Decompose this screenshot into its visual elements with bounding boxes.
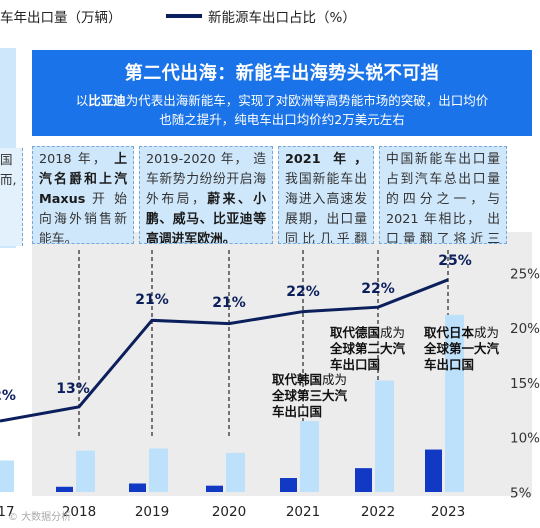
annotation-line: 全球第三大汽 xyxy=(271,388,348,403)
annotation-line: 车出口国 xyxy=(272,404,322,419)
x-tick-label: 2023 xyxy=(431,504,465,520)
watermark: © 大数据分析 xyxy=(8,512,72,523)
note-2019-2020: 2019-2020 年， 造车新势力纷纷开启海外布局，蔚来、小鹏、威马、比亚迪等… xyxy=(139,146,273,244)
line-value-label: 22% xyxy=(286,284,320,300)
legend-bar-label: 车年出口量（万辆） xyxy=(0,10,122,26)
note-text-segment: 2019-2020 年， 造车新势力纷纷开启海外布局， xyxy=(146,152,266,207)
line-value-label: 21% xyxy=(212,295,246,311)
bar-dark xyxy=(206,485,223,492)
line-value-label: 22% xyxy=(361,281,395,297)
note-text-segment: 上汽名爵和上汽Maxus xyxy=(39,152,127,207)
annotation-line: 车出口国 xyxy=(330,357,380,372)
x-tick-label: 2018 xyxy=(62,504,96,520)
annotation-country: 取代韩国 xyxy=(272,372,322,387)
bar-light xyxy=(0,460,14,492)
bar-light xyxy=(445,314,464,492)
annotation-country: 取代日本 xyxy=(424,325,475,340)
bar-dark xyxy=(355,468,372,492)
line-value-label: 13% xyxy=(56,381,90,397)
y-tick-label: 20% xyxy=(510,321,540,337)
bar-light xyxy=(76,450,95,492)
note-text-segment: 蔚来、小鹏、威马、比亚迪等高调进军欧洲。 xyxy=(146,192,267,244)
y-tick-label: 25% xyxy=(510,266,540,282)
x-tick-label: 2022 xyxy=(361,504,395,520)
line-value-label: 25% xyxy=(438,253,472,269)
left-edge-label: 国 xyxy=(0,152,13,167)
bar-dark xyxy=(56,486,73,492)
y-tick-label: 15% xyxy=(510,376,540,392)
bar-dark xyxy=(425,449,442,492)
left-edge-note xyxy=(0,148,23,246)
note-text-segment: 中国新能车出口量占到汽车总出口量的四分之一，与 2021 年相比， 出口量翻了将… xyxy=(386,152,500,244)
annotation-line: 全球第一大汽 xyxy=(423,341,500,356)
annotation-verb: 成为 xyxy=(474,325,499,340)
note-text-segment: 2021 年， xyxy=(285,152,367,167)
line-value-label: 21% xyxy=(135,292,169,308)
note-2018: 2018 年， 上汽名爵和上汽Maxus 开 始 向海外销售新能车。 xyxy=(32,146,134,244)
annotation-line: 车出口国 xyxy=(424,357,474,372)
annotation-line: 取代韩国成为 xyxy=(272,372,347,387)
banner-subtitle-pre: 以 xyxy=(75,93,89,108)
y-tick-label: 10% xyxy=(510,431,540,447)
annotation-verb: 成为 xyxy=(322,372,347,387)
note-text-segment: 开 始 向海外销售新能车。 xyxy=(39,192,127,244)
annotation-line: 全球第二大汽 xyxy=(329,341,406,356)
banner-subtitle: 以比亚迪为代表出海新能车，实现了对欧洲等高势能市场的突破，出口均价也随之提升，纯… xyxy=(70,91,494,129)
banner: 第二代出海：新能车出海势头锐不可挡 以比亚迪为代表出海新能车，实现了对欧洲等高势… xyxy=(32,50,532,136)
left-edge-label: 而, xyxy=(0,172,17,187)
banner-subtitle-bold: 比亚迪 xyxy=(88,93,126,108)
banner-subtitle-post: 为代表出海新能车，实现了对欧洲等高势能市场的突破，出口均价也随之提升，纯电车出口… xyxy=(125,93,489,127)
y-tick-label: 5% xyxy=(510,485,532,501)
x-tick-label: 17 xyxy=(0,504,15,520)
legend-line-swatch xyxy=(166,14,202,18)
bar-light xyxy=(375,380,394,492)
bar-dark xyxy=(280,478,297,492)
note-text-segment: 我国新能车出海进入高速发展期，出口量同比几乎翻倍。 xyxy=(285,172,367,244)
annotation-verb: 成为 xyxy=(380,325,405,340)
note-text-segment: 2018 年， xyxy=(39,152,115,167)
bar-dark xyxy=(129,483,146,492)
line-value-label: 2% xyxy=(0,388,16,404)
bar-light xyxy=(226,452,245,492)
x-tick-label: 2019 xyxy=(135,504,169,520)
x-tick-label: 2021 xyxy=(286,504,320,520)
annotation-line: 取代日本成为 xyxy=(424,325,499,340)
note-2023: 中国新能车出口量占到汽车总出口量的四分之一，与 2021 年相比， 出口量翻了将… xyxy=(379,146,507,244)
x-tick-label: 2020 xyxy=(212,504,246,520)
line-series xyxy=(0,278,449,423)
annotation-country: 取代德国 xyxy=(330,325,380,340)
legend-line-label: 新能源车出口占比（%） xyxy=(208,10,356,26)
legend: 车年出口量（万辆） 新能源车出口占比（%） xyxy=(0,0,540,40)
banner-title: 第二代出海：新能车出海势头锐不可挡 xyxy=(124,63,440,84)
bar-light xyxy=(149,448,168,492)
left-edge-labels: 国 而, xyxy=(0,150,16,190)
bar-light xyxy=(300,421,319,492)
note-2021: 2021 年， 我国新能车出海进入高速发展期，出口量同比几乎翻倍。 xyxy=(278,146,374,244)
annotation-line: 取代德国成为 xyxy=(330,325,405,340)
